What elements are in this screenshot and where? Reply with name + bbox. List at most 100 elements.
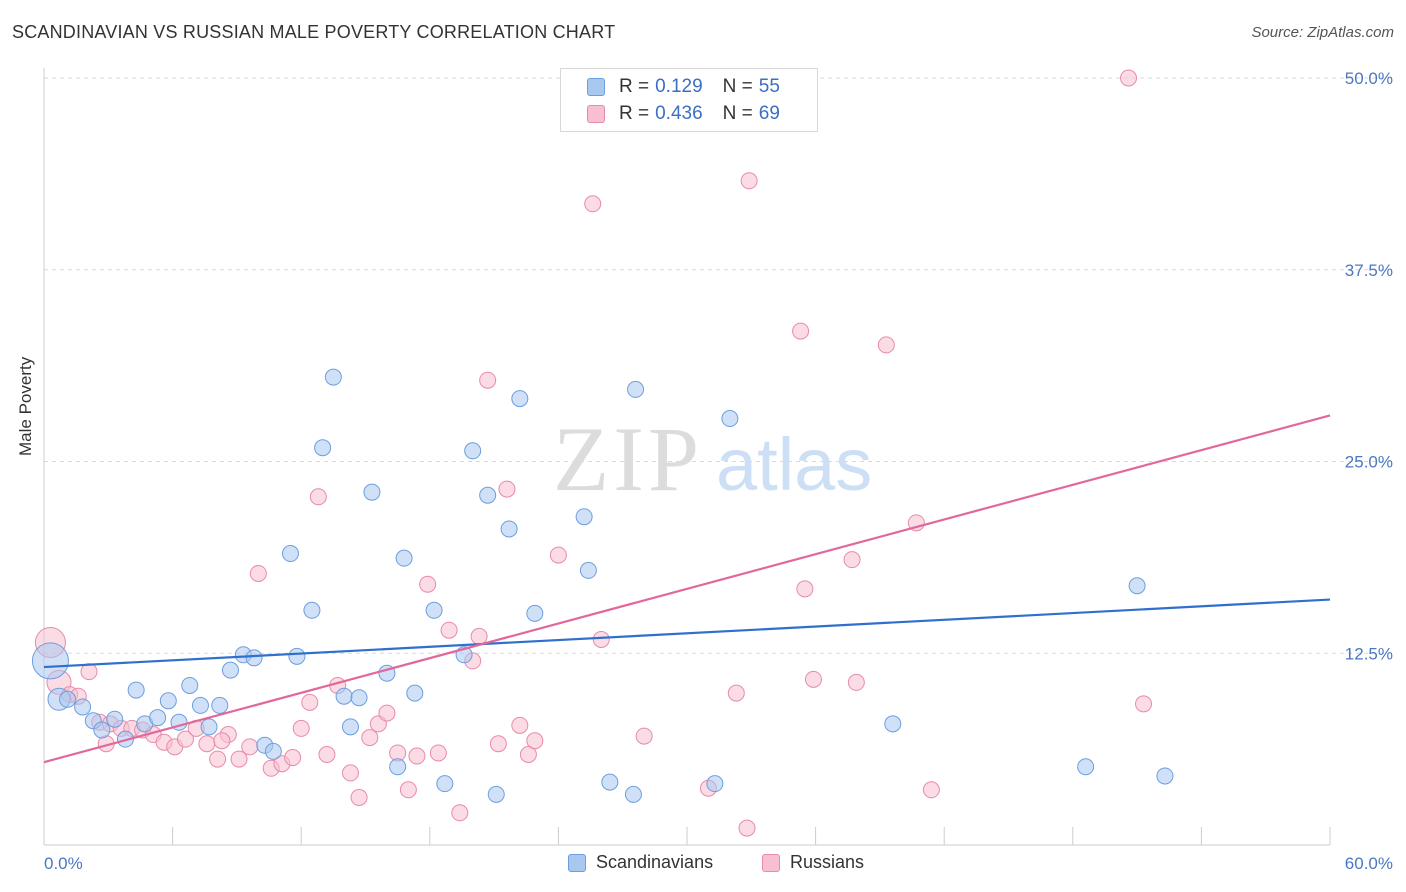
scandinavians-point (363, 483, 381, 501)
russians-point (301, 693, 319, 711)
scandinavians-point (211, 696, 229, 714)
russians-point (241, 738, 259, 756)
scandinavians-point (627, 380, 645, 398)
legend-r-value-russians: 0.436 (655, 103, 703, 124)
russians-point (198, 735, 216, 753)
scandinavians-point (303, 601, 321, 619)
scandinavians-point (59, 690, 77, 708)
scandinavians-point (395, 549, 413, 567)
russians-point (176, 730, 194, 748)
scandinavians-point (579, 561, 597, 579)
scandinavians-point (31, 642, 69, 680)
scandinavians-point (526, 604, 544, 622)
scandinavians-trend-line (43, 598, 1331, 669)
scandinavians-point (200, 718, 218, 736)
scandinavians-point (624, 785, 642, 803)
y-tick-label-0: 12.5% (1345, 644, 1393, 663)
legend-item-russians[interactable]: Russians (762, 852, 864, 873)
axes (43, 68, 1331, 846)
correlation-legend: R = 0.129 N = 55 R = 0.436 N = 69 (560, 68, 818, 132)
scandinavians-point (1077, 758, 1095, 776)
legend-r-label: R = (619, 76, 650, 97)
russians-point (408, 747, 426, 765)
russians-point (341, 764, 359, 782)
russians-point (350, 788, 368, 806)
russians-point (489, 735, 507, 753)
legend-n-label: N = (722, 103, 753, 124)
legend-row-scandinavians: R = 0.129 N = 55 (587, 74, 780, 100)
scandinavians-point (389, 758, 407, 776)
scandinavians-point (350, 689, 368, 707)
scandinavians-point (245, 649, 263, 667)
russians-point (792, 322, 810, 340)
legend-label-scandinavians: Scandinavians (596, 852, 714, 872)
legend-item-scandinavians[interactable]: Scandinavians (568, 852, 713, 873)
russians-trend-line (43, 414, 1331, 764)
russians-point (549, 546, 567, 564)
scandinavians-point (281, 545, 299, 563)
russians-point (584, 195, 602, 213)
scandinavians-point (406, 684, 424, 702)
scandinavians-legend-swatch (568, 853, 586, 872)
russians-point (309, 488, 327, 506)
y-tick-label-1: 25.0% (1345, 453, 1393, 472)
russians-point (479, 371, 497, 389)
chart-title: SCANDINAVIAN VS RUSSIAN MALE POVERTY COR… (12, 22, 616, 42)
scandinavians-point (436, 775, 454, 793)
scandinavians-point (464, 442, 482, 460)
watermark-atlas: atlas (716, 423, 872, 506)
russians-point (843, 551, 861, 569)
legend-n-value-scandinavians: 55 (758, 76, 780, 97)
scandinavians-point (191, 696, 209, 714)
russians-point (470, 627, 488, 645)
scandinavians-point (106, 710, 124, 728)
legend-row-russians: R = 0.436 N = 69 (587, 101, 780, 127)
russians-point (511, 716, 529, 734)
russians-point (419, 575, 437, 593)
scandinavians-point (159, 692, 177, 710)
x-tick-label-1: 60.0% (1345, 854, 1393, 873)
russians-point (1135, 695, 1153, 713)
russians-swatch (587, 105, 605, 123)
trend-lines (43, 414, 1331, 764)
russians-point (796, 580, 814, 598)
russians-point (922, 781, 940, 799)
scandinavians-point (511, 390, 529, 408)
russians-points (34, 69, 1153, 837)
russians-point (399, 781, 417, 799)
legend-n-value-russians: 69 (758, 103, 780, 124)
scandinavians-point (721, 410, 739, 428)
x-tick-label-0: 0.0% (44, 854, 83, 873)
scandinavians-point (264, 742, 282, 760)
russians-point (440, 621, 458, 639)
legend-r-label: R = (619, 103, 650, 124)
russians-point (877, 336, 895, 354)
scandinavians-point (314, 439, 332, 457)
gridlines (44, 77, 1393, 654)
scandinavians-point (601, 773, 619, 791)
russians-point (738, 819, 756, 837)
scandinavians-point (425, 601, 443, 619)
russians-point (230, 750, 248, 768)
russians-point (249, 564, 267, 582)
scandinavians-point (335, 687, 353, 705)
russians-point (292, 719, 310, 737)
scandinavians-swatch (587, 78, 605, 96)
legend-n-label: N = (722, 76, 753, 97)
watermark: ZIP atlas (553, 408, 872, 510)
scandinavians-point (1128, 577, 1146, 595)
russians-point (451, 804, 469, 822)
scandinavians-point (500, 520, 518, 538)
legend-label-russians: Russians (790, 852, 865, 872)
russians-point (209, 750, 227, 768)
russians-point (378, 704, 396, 722)
russians-point (498, 480, 516, 498)
russians-point (213, 732, 231, 750)
scandinavians-point (221, 661, 239, 679)
legend-r-value-scandinavians: 0.129 (655, 76, 703, 97)
russians-legend-swatch (762, 853, 780, 872)
scandinavians-point (127, 681, 145, 699)
y-tick-label-2: 37.5% (1345, 261, 1393, 280)
scandinavians-point (288, 647, 306, 665)
